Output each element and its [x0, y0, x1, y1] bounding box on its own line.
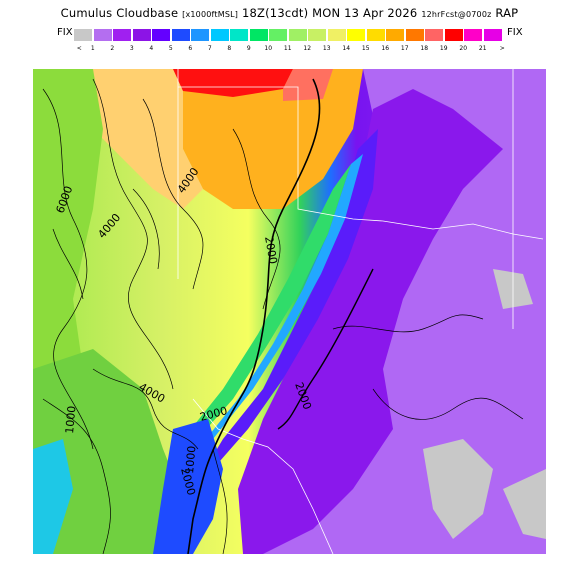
scale-swatch: [405, 29, 424, 41]
contour-line: [52, 228, 84, 300]
contour-line: [332, 314, 484, 333]
contour-label: 1000: [63, 405, 78, 434]
contour-line: [42, 88, 94, 450]
scale-label: >: [499, 45, 505, 52]
title-units: [x1000ftMSL]: [182, 10, 239, 19]
scale-swatch: [366, 29, 385, 41]
map-title: Cumulus Cloudbase [x1000ftMSL] 18Z(13cdt…: [0, 6, 579, 20]
scale-swatch: [230, 29, 248, 41]
contour-layer: [42, 78, 524, 554]
scale-label: 4: [149, 45, 154, 52]
gray-southeast: [423, 439, 493, 539]
contour-line: [92, 368, 199, 450]
title-model: RAP: [495, 6, 519, 20]
scale-swatch: [249, 29, 268, 41]
scale-swatch: [93, 29, 112, 41]
sw-green: [33, 349, 183, 554]
title-product: Cumulus Cloudbase: [60, 6, 179, 20]
contour-line: [212, 448, 228, 554]
contour-line: [132, 188, 160, 270]
scale-label: 6: [188, 45, 193, 52]
contour-line: [232, 128, 281, 310]
scale-label: 10: [264, 45, 273, 52]
scale-label: 2: [110, 45, 115, 52]
border-layer: [177, 69, 544, 554]
scale-label: 7: [207, 45, 212, 52]
scale-swatch: [191, 29, 209, 41]
contour-label: 2000: [262, 235, 280, 265]
scale-swatch: [308, 29, 326, 41]
scale-label: 16: [381, 45, 390, 52]
scale-label: 19: [439, 45, 448, 52]
contour-line: [142, 98, 204, 290]
scale-swatch: [171, 29, 190, 41]
scale-label: 20: [459, 45, 468, 52]
scale-swatch: [113, 29, 131, 41]
contour-line: [92, 78, 174, 390]
fill-layer: [33, 69, 546, 554]
title-forecast: 12hrFcst@0700z: [421, 10, 492, 19]
fix-left-label: FIX: [57, 27, 73, 38]
red-region: [173, 69, 293, 97]
contour-line-2000: [187, 78, 321, 554]
scale-label: 14: [342, 45, 351, 52]
scale-label: <: [76, 45, 82, 52]
peach-region: [93, 69, 203, 209]
scale-label: 5: [168, 45, 173, 52]
scale-label: 11: [283, 45, 292, 52]
contour-line-2000: [277, 268, 374, 430]
scale-label: 21: [478, 45, 487, 52]
contour-line: [42, 398, 111, 554]
scale-swatch: [74, 29, 92, 41]
cyan-band: [173, 154, 363, 489]
scale-swatch: [210, 29, 229, 41]
orange-region: [173, 69, 363, 209]
scale-swatch: [288, 29, 307, 41]
state-border-tx: [297, 101, 544, 240]
contour-line: [372, 388, 524, 420]
scale-swatch: [269, 29, 287, 41]
scale-swatch: [464, 29, 482, 41]
scale-swatch: [425, 29, 443, 41]
scale-swatch: [132, 29, 151, 41]
scale-swatch: [347, 29, 365, 41]
scale-swatch: [483, 29, 502, 41]
scale-label: 1: [90, 45, 95, 52]
purple-region: [238, 89, 503, 554]
scale-label: 8: [227, 45, 232, 52]
title-valid: 18Z(13cdt) MON 13 Apr 2026: [242, 6, 418, 20]
salmon-region: [283, 69, 333, 101]
south-blue: [153, 419, 223, 554]
river-border: [192, 398, 334, 554]
scale-swatch: [152, 29, 170, 41]
state-border-north: [178, 86, 299, 101]
scale-label: 17: [400, 45, 409, 52]
sw-cyan: [33, 439, 73, 554]
scale-label: 3: [129, 45, 134, 52]
contour-label: 1000: [183, 445, 198, 474]
scale-label: 18: [420, 45, 429, 52]
scale-label: 13: [322, 45, 331, 52]
fix-right-label: FIX: [507, 27, 523, 38]
scale-swatch: [444, 29, 463, 41]
scale-swatch: [327, 29, 346, 41]
scale-label: 12: [303, 45, 312, 52]
gray-south: [503, 469, 546, 539]
scale-label: 15: [361, 45, 370, 52]
scale-swatch: [386, 29, 404, 41]
cloudbase-map: 6000 4000 4000 2000 2000 2000 4000 2000 …: [33, 69, 546, 554]
scale-label: 9: [246, 45, 251, 52]
